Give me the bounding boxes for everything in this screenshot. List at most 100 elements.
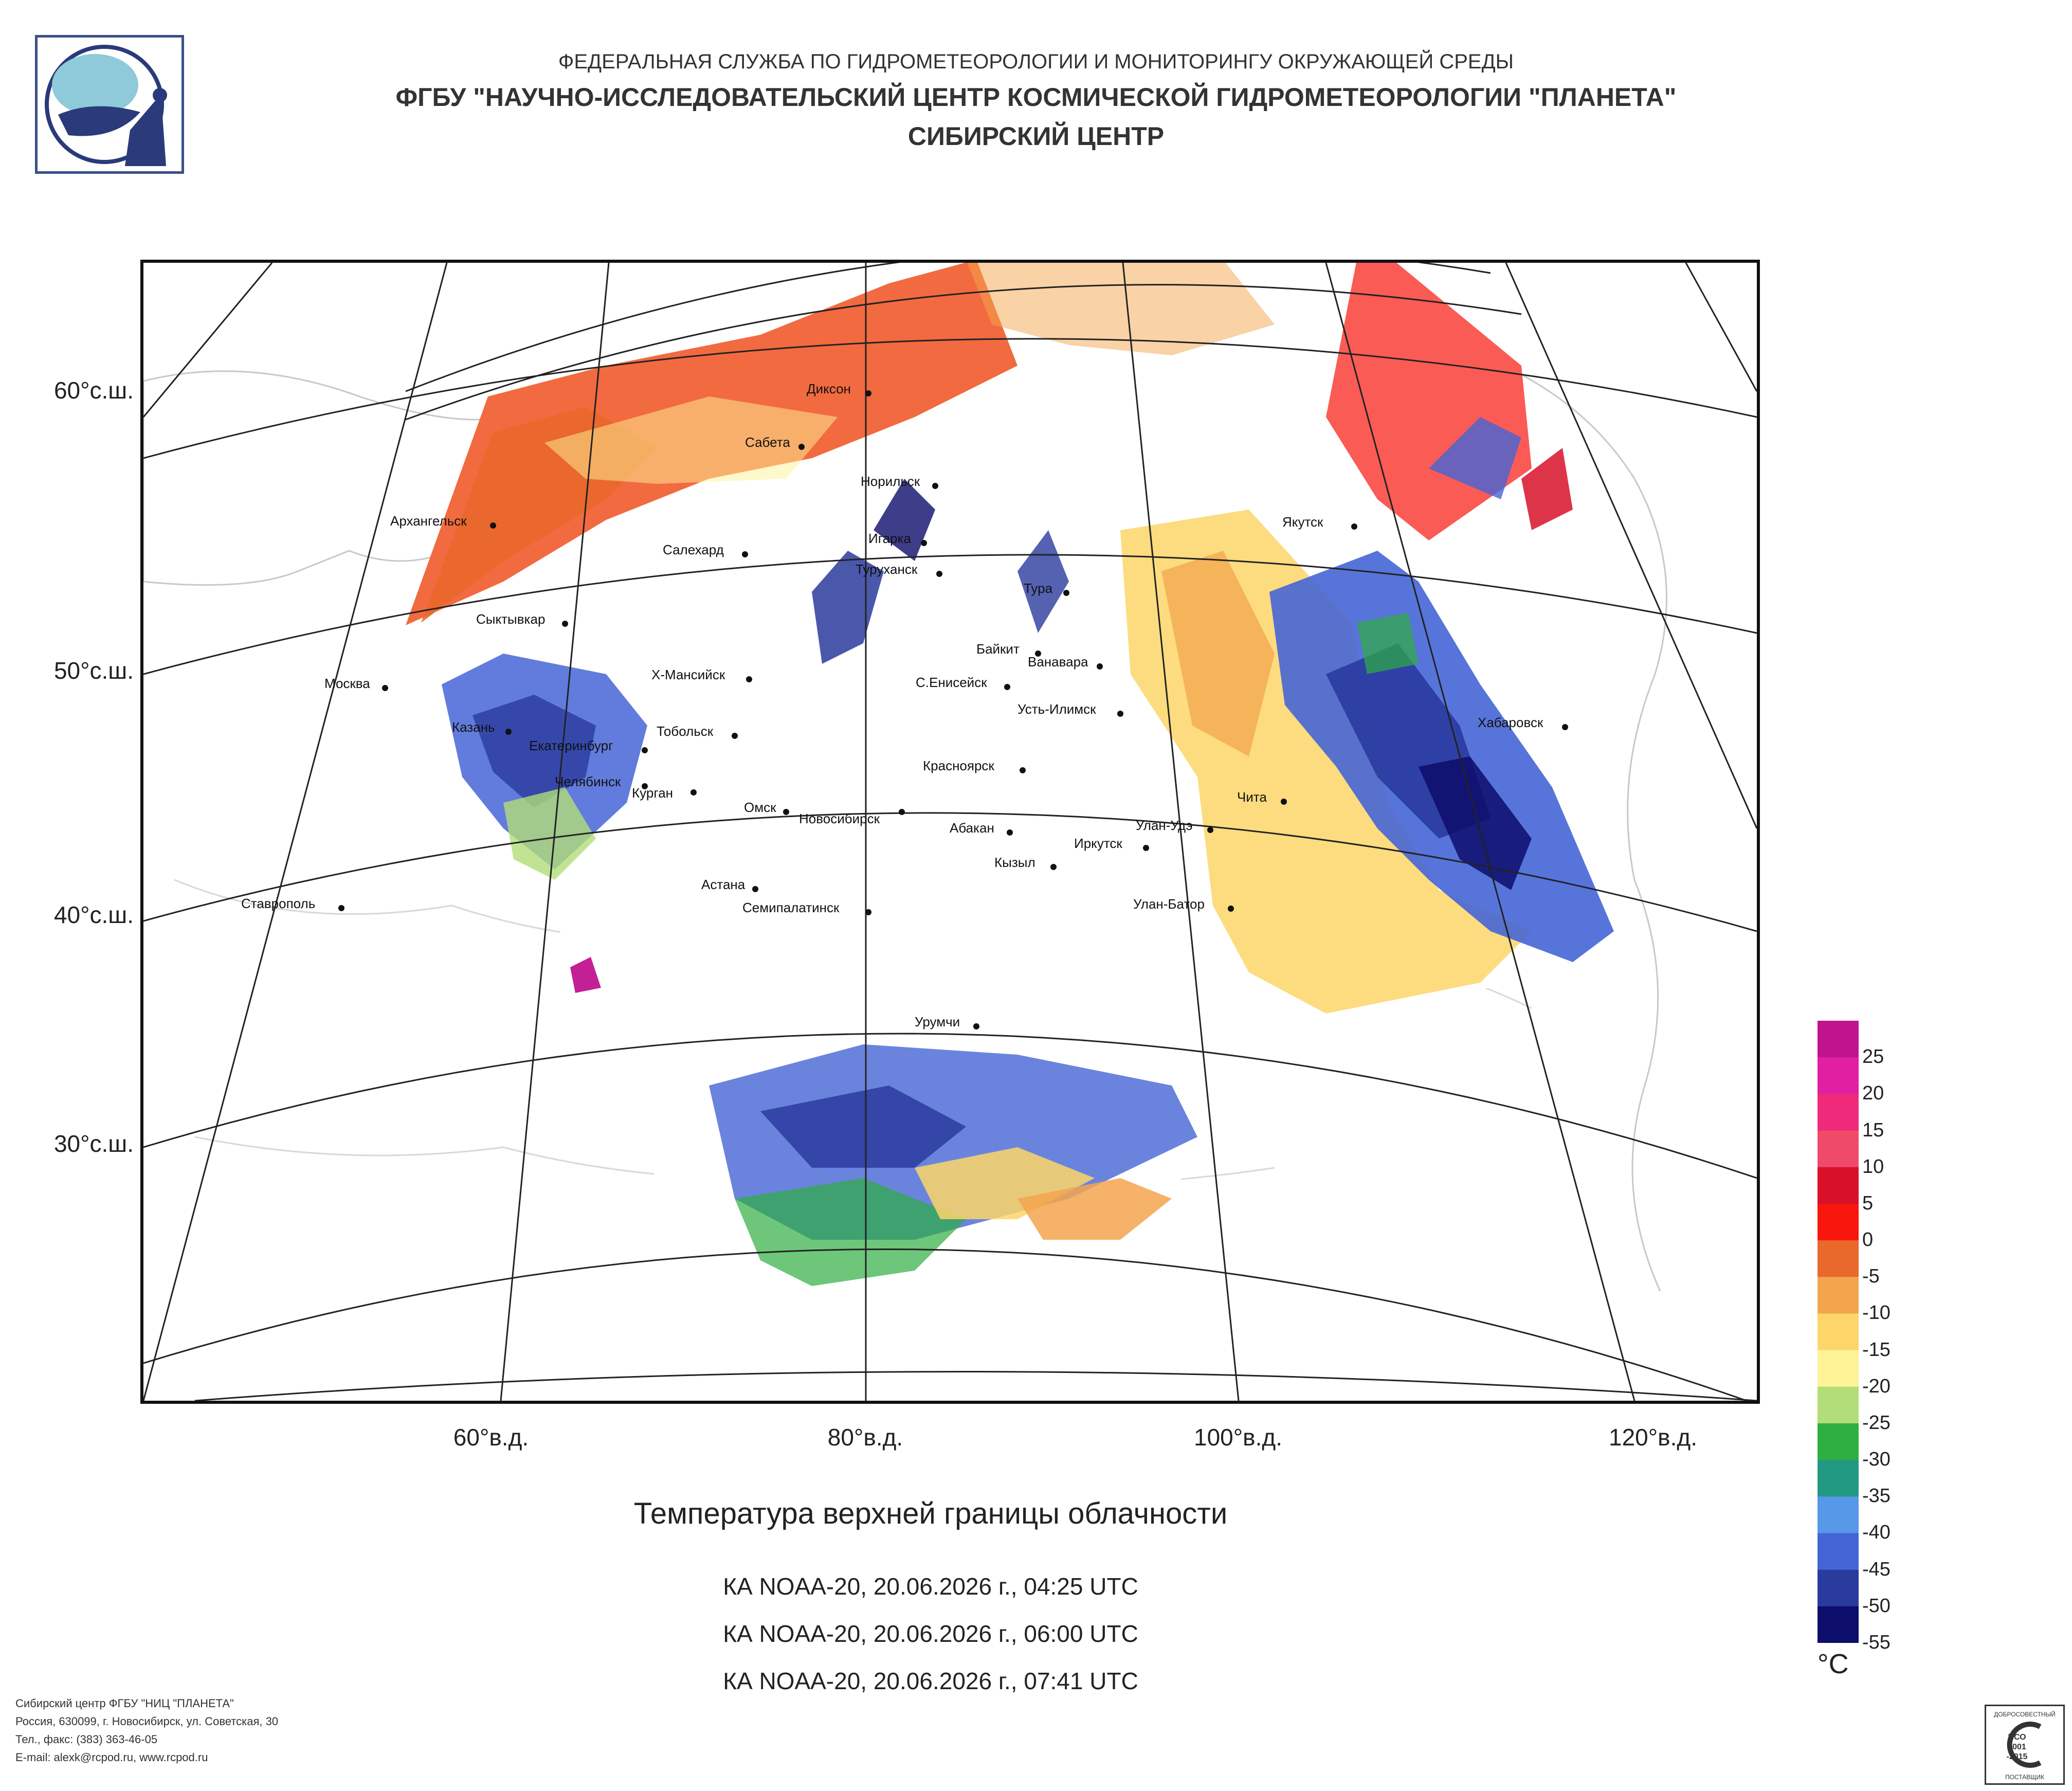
legend-swatch	[1817, 1021, 1859, 1058]
city-label: Улан-Удэ	[1136, 818, 1193, 833]
legend-swatch	[1817, 1350, 1859, 1387]
city-label: Иркутск	[1074, 836, 1122, 851]
svg-text:9001: 9001	[2008, 1743, 2026, 1751]
city-labels: Диксон Сабета Норильск Архангельск Салех…	[241, 381, 1543, 1029]
city-label: Курган	[632, 785, 673, 801]
svg-text:ПОСТАВЩИК: ПОСТАВЩИК	[2005, 1774, 2044, 1781]
city-label: Чита	[1237, 789, 1267, 805]
city-label: Х-Мансийск	[651, 667, 725, 682]
city-label: Ставрополь	[241, 896, 315, 911]
satellite-pass: КА NOAA-20, 20.06.2026 г., 06:00 UTC	[723, 1620, 1138, 1647]
city-label: Тобольск	[657, 723, 714, 739]
legend-tick-label: 5	[1862, 1192, 1874, 1214]
city-label: Москва	[324, 676, 370, 691]
satellite-pass: КА NOAA-20, 20.06.2026 г., 04:25 UTC	[723, 1573, 1138, 1600]
city-label: Сыктывкар	[476, 611, 545, 627]
city-label: Салехард	[663, 542, 724, 557]
city-label: Урумчи	[915, 1014, 960, 1029]
legend-tick-label: -50	[1862, 1595, 1891, 1617]
legend-tick-label: -30	[1862, 1449, 1891, 1471]
legend-unit: °C	[1817, 1649, 1849, 1679]
lon-label-120: 120°в.д.	[1609, 1424, 1697, 1451]
iso-top-text: ДОБРОСОВЕСТНЫЙ	[1994, 1710, 2056, 1718]
header-agency: ФЕДЕРАЛЬНАЯ СЛУЖБА ПО ГИДРОМЕТЕОРОЛОГИИ …	[558, 50, 1514, 73]
header-center: СИБИРСКИЙ ЦЕНТР	[907, 122, 1165, 151]
lat-label-40: 40°с.ш.	[53, 901, 134, 928]
city-label: Тура	[1024, 581, 1053, 596]
city-label: Туруханск	[856, 562, 918, 577]
legend-tick-label: -10	[1862, 1302, 1891, 1324]
legend-tick-label: 10	[1862, 1155, 1884, 1178]
city-label: Байкит	[976, 641, 1020, 657]
footer-address: Россия, 630099, г. Новосибирск, ул. Сове…	[15, 1715, 279, 1728]
legend-swatch	[1817, 1277, 1859, 1314]
city-label: Астана	[701, 877, 746, 892]
legend-tick-label: 25	[1862, 1046, 1884, 1068]
city-label: Якутск	[1282, 514, 1323, 530]
legend-tick-label: -40	[1862, 1522, 1891, 1544]
city-label: Улан-Батор	[1133, 896, 1205, 912]
city-label: Кызыл	[994, 855, 1035, 870]
legend-swatch	[1817, 1057, 1859, 1094]
legend-swatch	[1817, 1167, 1859, 1204]
city-label: Игарка	[868, 531, 911, 546]
legend-tick-label: 15	[1862, 1119, 1884, 1141]
footer-phone: Тел., факс: (383) 363-46-05	[15, 1733, 158, 1746]
legend-tick-label: -20	[1862, 1375, 1891, 1397]
city-label: Усть-Илимск	[1017, 701, 1096, 717]
lon-label-60: 60°в.д.	[453, 1424, 529, 1451]
iso-certification-badge: ДОБРОСОВЕСТНЫЙ ИСО 9001 -2015 ПОСТАВЩИК	[1985, 1705, 2065, 1785]
svg-text:ИСО: ИСО	[2008, 1733, 2026, 1742]
city-label: Норильск	[861, 474, 920, 489]
city-label: Челябинск	[555, 774, 621, 789]
svg-text:-2015: -2015	[2007, 1752, 2028, 1761]
legend-swatch	[1817, 1423, 1859, 1460]
city-label: Красноярск	[923, 758, 994, 773]
city-label: Омск	[744, 800, 776, 815]
legend-swatch	[1817, 1386, 1859, 1424]
legend-tick-label: -5	[1862, 1265, 1880, 1288]
footer-email: E-mail: alexk@rcpod.ru, www.rcpod.ru	[15, 1751, 208, 1764]
footer-org: Сибирский центр ФГБУ "НИЦ "ПЛАНЕТА"	[15, 1697, 234, 1710]
legend-swatch	[1817, 1496, 1859, 1533]
city-label: Сабета	[745, 435, 790, 450]
legend-swatch	[1817, 1203, 1859, 1241]
legend-swatch	[1817, 1313, 1859, 1351]
legend-swatch	[1817, 1460, 1859, 1497]
map-panel: Диксон Сабета Норильск Архангельск Салех…	[140, 260, 1760, 1404]
legend-tick-label: -55	[1862, 1632, 1891, 1653]
city-label: Казань	[452, 719, 495, 735]
planeta-logo	[35, 35, 184, 174]
satellite-pass: КА NOAA-20, 20.06.2026 г., 07:41 UTC	[723, 1668, 1138, 1694]
city-label: Ванавара	[1028, 654, 1088, 670]
city-markers	[338, 390, 1568, 1029]
legend-tick-label: -45	[1862, 1558, 1891, 1580]
legend-swatch	[1817, 1240, 1859, 1277]
lat-label-50: 50°с.ш.	[53, 657, 134, 684]
temperature-legend	[1817, 1021, 1859, 1645]
legend-swatch	[1817, 1130, 1859, 1168]
legend-tick-label: -25	[1862, 1412, 1891, 1434]
legend-tick-label: 0	[1862, 1229, 1874, 1251]
lat-label-30: 30°с.ш.	[53, 1130, 134, 1157]
city-label: Абакан	[950, 820, 994, 836]
legend-swatch	[1817, 1094, 1859, 1131]
legend-tick-label: -35	[1862, 1485, 1891, 1507]
city-label: Диксон	[807, 381, 851, 396]
legend-swatch	[1817, 1606, 1859, 1643]
legend-colorbar	[1817, 1021, 1859, 1643]
city-label: Новосибирск	[799, 811, 880, 826]
lon-label-80: 80°в.д.	[827, 1424, 903, 1451]
lat-label-60: 60°с.ш.	[53, 377, 134, 404]
lon-label-100: 100°в.д.	[1194, 1424, 1282, 1451]
city-label: Архангельск	[390, 513, 467, 529]
city-label: С.Енисейск	[916, 675, 987, 690]
header-institute: ФГБУ "НАУЧНО-ИССЛЕДОВАТЕЛЬСКИЙ ЦЕНТР КОС…	[395, 83, 1677, 112]
cloud-temperature-map: Диксон Сабета Норильск Архангельск Салех…	[143, 263, 1757, 1401]
legend-tick-label: -15	[1862, 1338, 1891, 1361]
city-label: Хабаровск	[1478, 715, 1543, 730]
legend-tick-label: 20	[1862, 1082, 1884, 1105]
legend-swatch	[1817, 1569, 1859, 1607]
map-title: Температура верхней границы облачности	[633, 1497, 1228, 1530]
city-label: Екатеринбург	[529, 738, 613, 753]
